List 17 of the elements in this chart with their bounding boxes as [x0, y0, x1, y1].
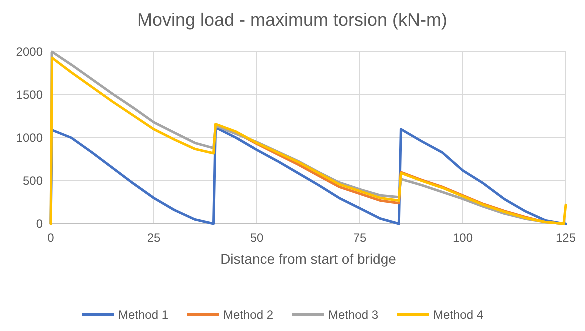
y-tick-label: 0	[36, 217, 44, 232]
y-tick-label: 1000	[16, 131, 44, 146]
chart-title: Moving load - maximum torsion (kN-m)	[137, 10, 448, 30]
legend-label: Method 4	[434, 308, 484, 322]
legend-label: Method 1	[118, 308, 169, 322]
legend-label: Method 3	[328, 308, 379, 322]
x-tick-label: 50	[250, 231, 264, 245]
y-tick-label: 2000	[16, 45, 44, 60]
y-tick-label: 1500	[16, 88, 44, 102]
legend-label: Method 2	[224, 308, 274, 322]
x-tick-label: 100	[452, 231, 474, 245]
y-tick-label: 500	[22, 174, 44, 188]
x-tick-label: 125	[556, 231, 576, 245]
x-tick-label: 0	[48, 231, 55, 245]
x-tick-label: 25	[147, 231, 161, 245]
x-tick-label: 75	[353, 231, 367, 245]
x-axis-title: Distance from start of bridge	[220, 251, 397, 267]
